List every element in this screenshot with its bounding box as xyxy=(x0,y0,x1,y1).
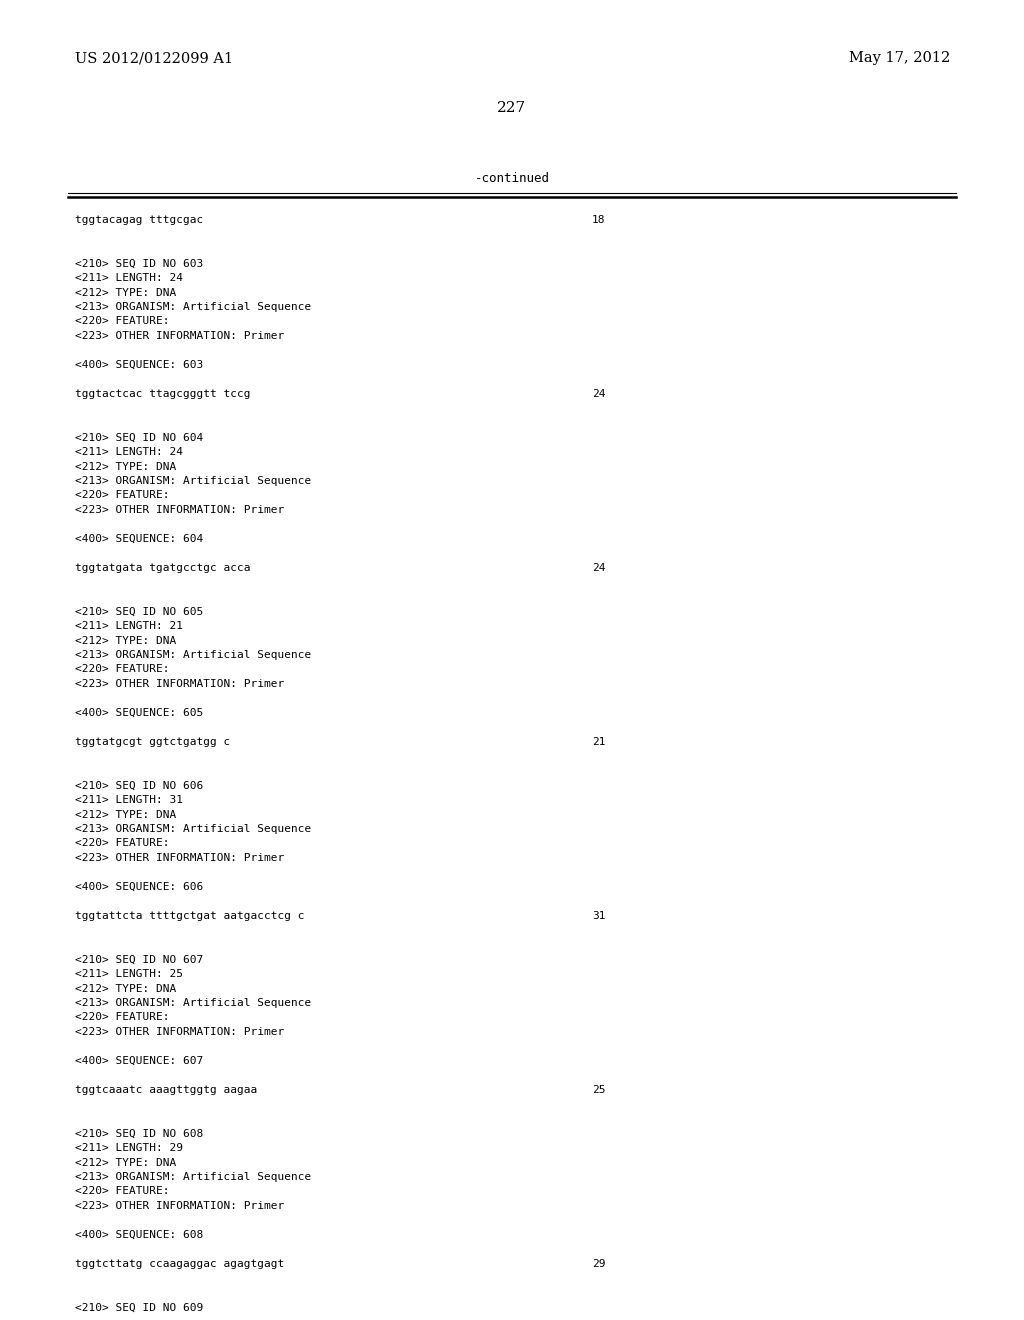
Text: <400> SEQUENCE: 604: <400> SEQUENCE: 604 xyxy=(75,535,203,544)
Text: 21: 21 xyxy=(592,737,605,747)
Text: tggtactcac ttagcgggtt tccg: tggtactcac ttagcgggtt tccg xyxy=(75,389,251,399)
Text: <212> TYPE: DNA: <212> TYPE: DNA xyxy=(75,288,176,297)
Text: <220> FEATURE:: <220> FEATURE: xyxy=(75,1012,170,1023)
Text: <212> TYPE: DNA: <212> TYPE: DNA xyxy=(75,635,176,645)
Text: <220> FEATURE:: <220> FEATURE: xyxy=(75,317,170,326)
Text: <210> SEQ ID NO 607: <210> SEQ ID NO 607 xyxy=(75,954,203,965)
Text: <211> LENGTH: 29: <211> LENGTH: 29 xyxy=(75,1143,183,1152)
Text: <220> FEATURE:: <220> FEATURE: xyxy=(75,491,170,500)
Text: 227: 227 xyxy=(498,102,526,115)
Text: <210> SEQ ID NO 604: <210> SEQ ID NO 604 xyxy=(75,433,203,442)
Text: <213> ORGANISM: Artificial Sequence: <213> ORGANISM: Artificial Sequence xyxy=(75,302,311,312)
Text: 31: 31 xyxy=(592,911,605,921)
Text: 18: 18 xyxy=(592,215,605,224)
Text: US 2012/0122099 A1: US 2012/0122099 A1 xyxy=(75,51,233,65)
Text: 29: 29 xyxy=(592,1259,605,1269)
Text: <220> FEATURE:: <220> FEATURE: xyxy=(75,1187,170,1196)
Text: <211> LENGTH: 25: <211> LENGTH: 25 xyxy=(75,969,183,979)
Text: <220> FEATURE:: <220> FEATURE: xyxy=(75,664,170,675)
Text: -continued: -continued xyxy=(474,172,550,185)
Text: <223> OTHER INFORMATION: Primer: <223> OTHER INFORMATION: Primer xyxy=(75,506,285,515)
Text: tggtatgcgt ggtctgatgg c: tggtatgcgt ggtctgatgg c xyxy=(75,737,230,747)
Text: <400> SEQUENCE: 608: <400> SEQUENCE: 608 xyxy=(75,1230,203,1239)
Text: <220> FEATURE:: <220> FEATURE: xyxy=(75,838,170,849)
Text: <212> TYPE: DNA: <212> TYPE: DNA xyxy=(75,809,176,820)
Text: <211> LENGTH: 24: <211> LENGTH: 24 xyxy=(75,273,183,282)
Text: tggtatgata tgatgcctgc acca: tggtatgata tgatgcctgc acca xyxy=(75,564,251,573)
Text: tggtattcta ttttgctgat aatgacctcg c: tggtattcta ttttgctgat aatgacctcg c xyxy=(75,911,304,921)
Text: <211> LENGTH: 21: <211> LENGTH: 21 xyxy=(75,620,183,631)
Text: <212> TYPE: DNA: <212> TYPE: DNA xyxy=(75,462,176,471)
Text: <223> OTHER INFORMATION: Primer: <223> OTHER INFORMATION: Primer xyxy=(75,331,285,341)
Text: <223> OTHER INFORMATION: Primer: <223> OTHER INFORMATION: Primer xyxy=(75,1027,285,1038)
Text: <223> OTHER INFORMATION: Primer: <223> OTHER INFORMATION: Primer xyxy=(75,678,285,689)
Text: <211> LENGTH: 24: <211> LENGTH: 24 xyxy=(75,447,183,457)
Text: 24: 24 xyxy=(592,389,605,399)
Text: <400> SEQUENCE: 603: <400> SEQUENCE: 603 xyxy=(75,360,203,370)
Text: <212> TYPE: DNA: <212> TYPE: DNA xyxy=(75,983,176,994)
Text: <213> ORGANISM: Artificial Sequence: <213> ORGANISM: Artificial Sequence xyxy=(75,1172,311,1181)
Text: <213> ORGANISM: Artificial Sequence: <213> ORGANISM: Artificial Sequence xyxy=(75,998,311,1008)
Text: <223> OTHER INFORMATION: Primer: <223> OTHER INFORMATION: Primer xyxy=(75,1201,285,1210)
Text: <213> ORGANISM: Artificial Sequence: <213> ORGANISM: Artificial Sequence xyxy=(75,477,311,486)
Text: 25: 25 xyxy=(592,1085,605,1096)
Text: <400> SEQUENCE: 606: <400> SEQUENCE: 606 xyxy=(75,882,203,892)
Text: <400> SEQUENCE: 605: <400> SEQUENCE: 605 xyxy=(75,708,203,718)
Text: <210> SEQ ID NO 603: <210> SEQ ID NO 603 xyxy=(75,259,203,268)
Text: <210> SEQ ID NO 608: <210> SEQ ID NO 608 xyxy=(75,1129,203,1138)
Text: <213> ORGANISM: Artificial Sequence: <213> ORGANISM: Artificial Sequence xyxy=(75,649,311,660)
Text: <210> SEQ ID NO 606: <210> SEQ ID NO 606 xyxy=(75,780,203,791)
Text: May 17, 2012: May 17, 2012 xyxy=(849,51,950,65)
Text: 24: 24 xyxy=(592,564,605,573)
Text: <223> OTHER INFORMATION: Primer: <223> OTHER INFORMATION: Primer xyxy=(75,853,285,863)
Text: <213> ORGANISM: Artificial Sequence: <213> ORGANISM: Artificial Sequence xyxy=(75,824,311,834)
Text: tggtcaaatc aaagttggtg aagaa: tggtcaaatc aaagttggtg aagaa xyxy=(75,1085,257,1096)
Text: <210> SEQ ID NO 609: <210> SEQ ID NO 609 xyxy=(75,1303,203,1312)
Text: <212> TYPE: DNA: <212> TYPE: DNA xyxy=(75,1158,176,1167)
Text: <210> SEQ ID NO 605: <210> SEQ ID NO 605 xyxy=(75,606,203,616)
Text: tggtcttatg ccaagaggac agagtgagt: tggtcttatg ccaagaggac agagtgagt xyxy=(75,1259,285,1269)
Text: tggtacagag tttgcgac: tggtacagag tttgcgac xyxy=(75,215,203,224)
Text: <400> SEQUENCE: 607: <400> SEQUENCE: 607 xyxy=(75,1056,203,1067)
Text: <211> LENGTH: 31: <211> LENGTH: 31 xyxy=(75,795,183,805)
